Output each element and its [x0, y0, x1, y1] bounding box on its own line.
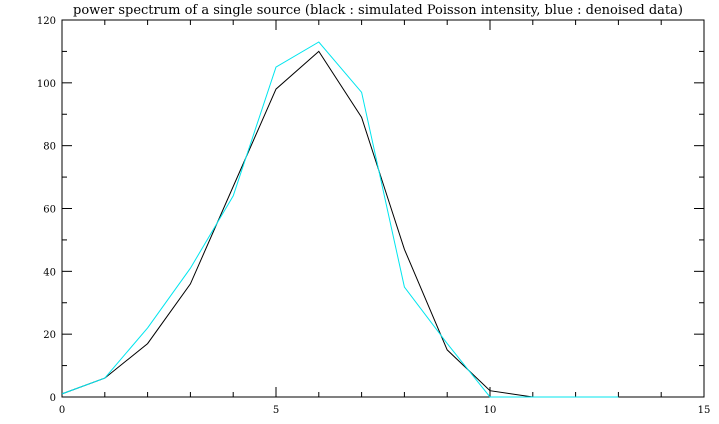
x-tick-label: 0 [59, 405, 65, 416]
x-tick-label: 5 [273, 405, 279, 416]
y-tick-label: 40 [43, 267, 56, 278]
chart-title: power spectrum of a single source (black… [73, 3, 683, 18]
series-line-denoised [61, 41, 619, 398]
series-line-simulated [61, 50, 619, 398]
axis-ticks [61, 19, 705, 398]
x-tick-label: 10 [484, 405, 497, 416]
series-layer [61, 41, 619, 398]
y-tick-label: 80 [43, 142, 56, 153]
y-tick-label: 100 [37, 79, 56, 90]
plot-frame [61, 19, 705, 398]
y-tick-label: 120 [37, 16, 56, 27]
x-tick-label: 15 [698, 405, 711, 416]
y-tick-label: 0 [50, 393, 56, 404]
y-tick-label: 60 [43, 205, 56, 216]
y-tick-label: 20 [43, 330, 56, 341]
axis-tick-labels: 0 5 10 15 0 20 40 60 80 100 120 [37, 16, 710, 416]
